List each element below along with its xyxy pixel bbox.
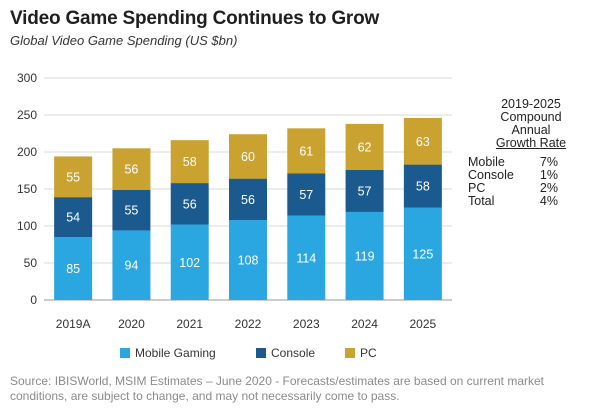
cagr-row: Console 1% (468, 169, 594, 182)
data-label: 85 (66, 262, 80, 276)
data-label: 56 (183, 197, 197, 211)
data-label: 62 (358, 140, 372, 154)
y-tick-label: 0 (30, 293, 37, 307)
data-label: 60 (241, 150, 255, 164)
cagr-table: Mobile 7% Console 1% PC 2% Total 4% (468, 156, 594, 208)
y-tick-label: 150 (17, 182, 37, 196)
bar-segment-pc (229, 134, 267, 179)
x-tick-label: 2021 (176, 317, 203, 331)
data-label: 125 (412, 247, 433, 261)
bar-segment-mobile-gaming (54, 237, 93, 300)
data-label: 94 (124, 259, 138, 273)
bar-segment-mobile-gaming (229, 220, 267, 300)
y-tick-label: 250 (17, 108, 37, 122)
bar-segment-pc (345, 123, 384, 170)
data-label: 108 (238, 254, 259, 268)
bar-segment-mobile-gaming (345, 211, 384, 300)
bar-segment-pc (54, 156, 93, 198)
x-tick-label: 2025 (410, 317, 437, 331)
bar-segment-pc (112, 148, 151, 190)
cagr-label: Console (468, 168, 514, 182)
source-note: Source: IBISWorld, MSIM Estimates – June… (10, 374, 544, 403)
cagr-label: Total (468, 194, 495, 208)
legend-swatch (256, 348, 266, 358)
chart-title: Video Game Spending Continues to Grow (10, 8, 380, 29)
y-tick-label: 100 (17, 219, 37, 233)
data-label: 57 (299, 188, 313, 202)
bar-segment-mobile-gaming (170, 224, 209, 300)
data-label: 114 (296, 251, 316, 265)
bar-segment-console (403, 164, 442, 208)
cagr-label: PC (468, 181, 486, 195)
bar-segment-console (229, 178, 267, 221)
data-label: 61 (299, 144, 313, 158)
legend-swatch (120, 348, 130, 358)
bar-segment-console (287, 173, 326, 216)
cagr-panel: 2019-2025 Compound Annual Growth Rate Mo… (468, 98, 594, 208)
data-label: 54 (66, 211, 80, 225)
cagr-label: Mobile (468, 155, 505, 169)
data-label: 63 (416, 135, 430, 149)
cagr-heading: 2019-2025 Compound Annual Growth Rate (468, 98, 594, 150)
y-tick-label: 50 (24, 256, 38, 270)
x-tick-label: 2020 (118, 317, 145, 331)
cagr-row: PC 2% (468, 182, 594, 195)
x-tick-label: 2022 (235, 317, 262, 331)
legend-label: PC (360, 346, 377, 360)
bar-segment-mobile-gaming (403, 207, 442, 300)
data-label: 56 (241, 193, 255, 207)
y-tick-label: 200 (17, 145, 37, 159)
cagr-heading-line: Compound (500, 110, 562, 124)
bar-segment-pc (287, 128, 326, 174)
data-label: 57 (358, 184, 372, 198)
cagr-row: Mobile 7% (468, 156, 594, 169)
cagr-heading-underlined: Growth Rate (495, 136, 567, 150)
x-tick-label: 2019A (56, 317, 91, 331)
chart-subtitle: Global Video Game Spending (US $bn) (10, 33, 238, 48)
y-tick-label: 300 (17, 71, 37, 85)
bar-segment-console (112, 189, 151, 231)
x-tick-label: 2023 (293, 317, 320, 331)
data-label: 58 (183, 155, 197, 169)
legend-swatch (345, 348, 355, 358)
legend-label: Mobile Gaming (135, 346, 216, 360)
x-tick-label: 2024 (351, 317, 378, 331)
bar-segment-console (170, 183, 209, 225)
bar-segment-console (345, 169, 384, 212)
legend-label: Console (271, 346, 315, 360)
cagr-value: 1% (539, 168, 558, 182)
cagr-value: 7% (539, 155, 558, 169)
cagr-row: Total 4% (468, 195, 594, 208)
bar-segment-mobile-gaming (287, 215, 326, 300)
cagr-value: 2% (539, 181, 558, 195)
cagr-heading-line: Annual (511, 123, 551, 137)
stacked-bar-chart: 0 50 100 150 200 250 300 85 54 55 2019A 94 55 56 2020 1… (17, 71, 452, 360)
bar-segment-mobile-gaming (112, 230, 151, 300)
cagr-heading-line: 2019-2025 (501, 97, 561, 111)
data-label: 102 (179, 256, 200, 270)
data-label: 56 (124, 163, 138, 177)
cagr-value: 4% (539, 194, 558, 208)
data-label: 119 (355, 249, 375, 263)
bar-segment-pc (170, 140, 209, 184)
data-label: 55 (66, 170, 80, 184)
bar-segment-pc (403, 117, 442, 165)
data-label: 58 (416, 180, 430, 194)
bar-segment-console (54, 197, 93, 238)
data-label: 55 (124, 204, 138, 218)
